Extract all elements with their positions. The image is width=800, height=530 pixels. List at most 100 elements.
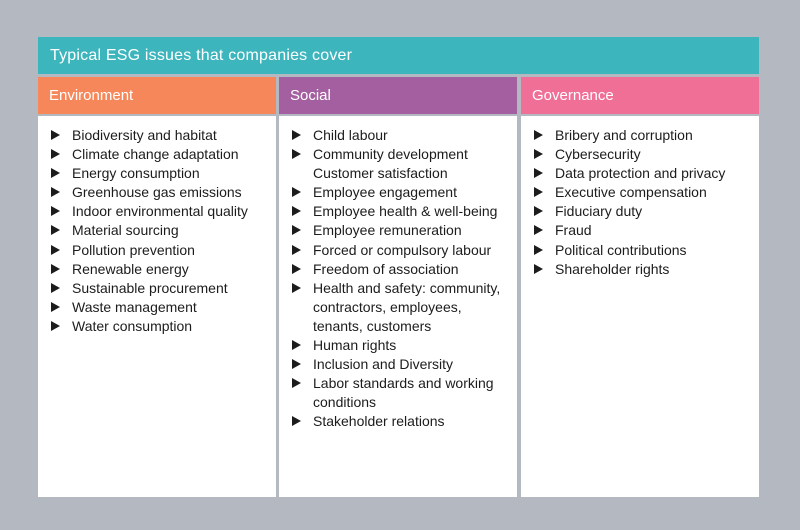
list-item-text: Sustainable procurement bbox=[72, 279, 228, 296]
list-item-text: Material sourcing bbox=[72, 222, 179, 239]
list-item-text: Waste management bbox=[72, 298, 197, 315]
governance-list: Bribery and corruption Cybersecurity Data … bbox=[521, 116, 759, 279]
environment-header: Environment bbox=[38, 77, 276, 114]
list-item-text: Renewable energy bbox=[72, 260, 189, 277]
social-list: Child labour Community development Custome… bbox=[279, 116, 517, 432]
bullet-triangle-icon bbox=[292, 130, 301, 140]
bullet-triangle-icon bbox=[51, 149, 60, 160]
list-item: Labor standards and working conditions bbox=[292, 374, 509, 412]
list-item-text: Biodiversity and habitat bbox=[72, 127, 217, 143]
bullet-triangle-icon bbox=[292, 187, 301, 198]
bullet-triangle-icon bbox=[534, 130, 543, 140]
list-item: Forced or compulsory labour bbox=[292, 241, 509, 260]
social-header: Social bbox=[279, 77, 517, 114]
list-item-text: Customer satisfaction bbox=[313, 165, 448, 182]
list-item-text: Employee remuneration bbox=[313, 222, 462, 239]
list-item: Freedom of association bbox=[292, 260, 509, 279]
bullet-triangle-icon bbox=[534, 244, 543, 255]
list-item: Climate change adaptation bbox=[51, 145, 268, 164]
bullet-triangle-icon bbox=[292, 263, 301, 274]
list-item-text: Shareholder rights bbox=[555, 260, 670, 277]
list-item-text: Cybersecurity bbox=[555, 146, 641, 163]
list-item-text: Climate change adaptation bbox=[72, 146, 239, 163]
list-item: Political contributions bbox=[534, 241, 751, 260]
social-panel: Child labour Community development Custome… bbox=[279, 116, 517, 497]
list-item: Waste management bbox=[51, 298, 268, 317]
list-item-text: Fraud bbox=[555, 222, 592, 239]
list-item-text: Employee health & well-being bbox=[313, 203, 498, 220]
list-item: Employee remuneration bbox=[292, 221, 509, 240]
list-item: Biodiversity and habitat bbox=[51, 126, 268, 145]
environment-column: Environment Biodiversity and habitat Clim… bbox=[38, 77, 276, 497]
list-item: Community development bbox=[292, 145, 509, 164]
environment-list: Biodiversity and habitat Climate change a… bbox=[38, 116, 276, 336]
list-item: Executive compensation bbox=[534, 183, 751, 202]
bullet-triangle-icon bbox=[51, 263, 60, 274]
list-item: Employee engagement bbox=[292, 183, 509, 202]
list-item: Health and safety: community, contractor… bbox=[292, 279, 509, 336]
bullet-triangle-icon bbox=[51, 282, 60, 293]
list-item-text: Community development bbox=[313, 146, 468, 163]
list-item: Fraud bbox=[534, 221, 751, 240]
bullet-triangle-icon bbox=[292, 416, 301, 427]
list-item-text: Fiduciary duty bbox=[555, 203, 643, 220]
list-item-text: Bribery and corruption bbox=[555, 127, 693, 143]
list-item: Shareholder rights bbox=[534, 260, 751, 279]
bullet-triangle-icon bbox=[292, 378, 301, 389]
table-title: Typical ESG issues that companies cover bbox=[38, 37, 759, 74]
list-item-text: Health and safety: community, contractor… bbox=[313, 279, 501, 334]
list-item: Fiduciary duty bbox=[534, 202, 751, 221]
governance-header: Governance bbox=[521, 77, 759, 114]
bullet-triangle-icon bbox=[51, 225, 60, 236]
bullet-triangle-icon bbox=[534, 149, 543, 160]
bullet-triangle-icon bbox=[51, 301, 60, 312]
bullet-triangle-icon bbox=[51, 244, 60, 255]
list-item-text: Executive compensation bbox=[555, 184, 707, 201]
bullet-triangle-icon bbox=[51, 187, 60, 198]
governance-column: Governance Bribery and corruption Cyberse… bbox=[521, 77, 759, 497]
bullet-triangle-icon bbox=[51, 206, 60, 217]
bullet-triangle-icon bbox=[292, 149, 301, 160]
list-item-text: Stakeholder relations bbox=[313, 413, 445, 430]
list-item: Child labour bbox=[292, 126, 509, 145]
list-item-text: Inclusion and Diversity bbox=[313, 356, 454, 373]
list-item: Renewable energy bbox=[51, 260, 268, 279]
list-item: Stakeholder relations bbox=[292, 412, 509, 431]
bullet-triangle-icon bbox=[534, 225, 543, 236]
list-item: Pollution prevention bbox=[51, 241, 268, 260]
list-item: Sustainable procurement bbox=[51, 279, 268, 298]
esg-table: Typical ESG issues that companies cover … bbox=[38, 37, 759, 497]
list-item-text: Child labour bbox=[313, 127, 388, 143]
list-item: Energy consumption bbox=[51, 164, 268, 183]
list-item: Greenhouse gas emissions bbox=[51, 183, 268, 202]
list-item-text: Labor standards and working conditions bbox=[313, 375, 494, 411]
bullet-triangle-icon bbox=[534, 263, 543, 274]
list-item: Cybersecurity bbox=[534, 145, 751, 164]
bullet-triangle-icon bbox=[292, 225, 301, 236]
list-item-text: Indoor environmental quality bbox=[72, 203, 248, 220]
bullet-triangle-icon bbox=[292, 282, 301, 293]
list-item: Customer satisfaction bbox=[292, 164, 509, 183]
social-column: Social Child labour Community development… bbox=[279, 77, 517, 497]
list-item: Human rights bbox=[292, 336, 509, 355]
list-item-text: Employee engagement bbox=[313, 184, 457, 201]
list-item-text: Data protection and privacy bbox=[555, 165, 726, 182]
list-item: Employee health & well-being bbox=[292, 202, 509, 221]
list-item-text: Human rights bbox=[313, 337, 397, 354]
bullet-triangle-icon bbox=[51, 168, 60, 179]
bullet-triangle-icon bbox=[534, 168, 543, 179]
bullet-triangle-icon bbox=[292, 206, 301, 217]
bullet-triangle-icon bbox=[51, 130, 60, 140]
list-item-text: Political contributions bbox=[555, 241, 687, 258]
bullet-triangle-icon bbox=[534, 187, 543, 198]
list-item-text: Energy consumption bbox=[72, 165, 200, 182]
list-item-text: Forced or compulsory labour bbox=[313, 241, 492, 258]
list-item: Inclusion and Diversity bbox=[292, 355, 509, 374]
bullet-triangle-icon bbox=[292, 359, 301, 370]
bullet-triangle-icon bbox=[292, 244, 301, 255]
list-item: Water consumption bbox=[51, 317, 268, 336]
list-item-text: Pollution prevention bbox=[72, 241, 195, 258]
list-item: Indoor environmental quality bbox=[51, 202, 268, 221]
list-item-text: Freedom of association bbox=[313, 260, 459, 277]
governance-panel: Bribery and corruption Cybersecurity Data … bbox=[521, 116, 759, 497]
